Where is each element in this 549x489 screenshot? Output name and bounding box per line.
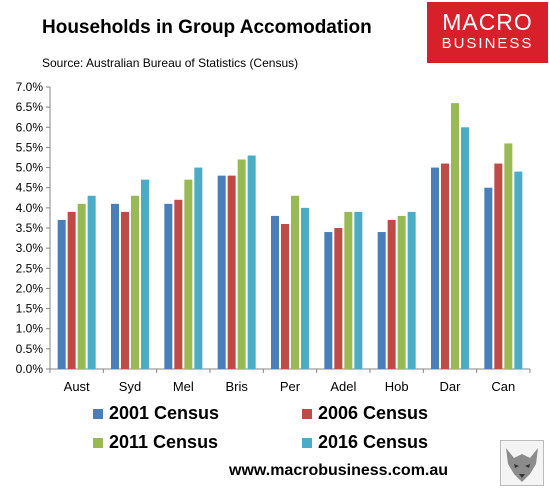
bar-adel-2011 (344, 211, 353, 369)
legend-item-2001: 2001 Census (93, 403, 219, 424)
logo-line-2: BUSINESS (441, 35, 534, 52)
x-tick-label: Bris (225, 379, 248, 394)
bar-adel-2016 (354, 211, 363, 369)
legend-item-2016: 2016 Census (302, 432, 428, 453)
bar-syd-2016 (141, 179, 149, 369)
bar-adel-2006 (334, 228, 343, 369)
legend-swatch-2016 (302, 437, 312, 448)
x-tick-label: Aust (64, 379, 90, 394)
bar-aust-2006 (67, 211, 76, 369)
bar-per-2011 (291, 195, 299, 369)
bar-bris-2001 (217, 175, 226, 369)
bar-syd-2001 (111, 203, 119, 369)
x-tick-label: Dar (440, 379, 462, 394)
y-tick-label: 3.0% (16, 241, 44, 255)
logo-line-1: MACRO (442, 9, 533, 35)
y-tick-label: 1.0% (16, 322, 44, 336)
bar-mel-2001 (164, 203, 173, 369)
bar-hob-2011 (397, 215, 406, 369)
legend-label-2016: 2016 Census (318, 432, 429, 452)
bar-mel-2016 (194, 167, 203, 369)
x-tick-label: Can (491, 379, 515, 394)
x-tick-label: Hob (385, 379, 409, 394)
y-tick-label: 3.5% (16, 221, 44, 235)
legend-swatch-2001 (93, 408, 103, 419)
macrobusiness-logo: MACRO BUSINESS (427, 2, 548, 63)
bar-hob-2016 (407, 211, 416, 369)
bar-can-2016 (514, 171, 523, 369)
y-tick-label: 1.5% (16, 302, 44, 316)
bar-per-2016 (301, 207, 309, 369)
bar-bris-2011 (237, 159, 246, 369)
bar-adel-2001 (324, 232, 333, 369)
bar-bris-2006 (227, 175, 236, 369)
bar-mel-2006 (174, 199, 183, 369)
legend-swatch-2011 (93, 437, 103, 448)
bar-aust-2011 (77, 203, 86, 369)
legend-label-2001: 2001 Census (109, 403, 220, 423)
y-tick-label: 4.0% (16, 201, 44, 215)
y-tick-label: 6.5% (16, 100, 44, 114)
y-tick-label: 0.0% (16, 362, 44, 376)
bar-mel-2011 (184, 179, 193, 369)
bar-hob-2001 (377, 232, 386, 369)
legend-item-2006: 2006 Census (302, 403, 428, 424)
y-tick-label: 5.5% (16, 140, 44, 154)
y-tick-label: 4.5% (16, 181, 44, 195)
bar-per-2006 (281, 223, 289, 369)
legend-item-2011: 2011 Census (93, 432, 218, 453)
footer-url: www.macrobusiness.com.au (229, 462, 449, 479)
bar-can-2001 (484, 187, 493, 369)
bar-bris-2016 (247, 155, 256, 369)
bar-chart: 0.0% 0.5% 1.0% 1.5% 2.0% 2.5% 3.0% 3.5% 4.0% 4.5%… (16, 80, 531, 394)
bar-can-2006 (494, 163, 503, 369)
y-tick-label: 5.0% (16, 161, 44, 175)
y-tick-label: 2.0% (16, 281, 44, 295)
bar-dar-2006 (441, 163, 449, 369)
bar-syd-2011 (131, 195, 139, 369)
legend-label-2006: 2006 Census (318, 403, 429, 423)
x-tick-label: Per (280, 379, 301, 394)
bar-syd-2006 (121, 211, 129, 369)
bar-aust-2001 (57, 219, 66, 369)
legend-label-2011: 2011 Census (109, 432, 219, 452)
y-tick-label: 0.5% (16, 342, 44, 356)
y-tick-label: 2.5% (16, 261, 44, 275)
legend-swatch-2006 (302, 408, 312, 419)
bar-dar-2011 (451, 103, 459, 369)
wolf-logo-icon (500, 440, 544, 486)
x-tick-label: Mel (173, 379, 194, 394)
bar-dar-2001 (431, 167, 439, 369)
bar-can-2011 (504, 143, 513, 369)
x-tick-label: Adel (330, 379, 356, 394)
bar-per-2001 (271, 215, 279, 369)
bar-dar-2016 (461, 127, 469, 370)
chart-title: Households in Group Accomodation (42, 17, 372, 38)
chart-source: Source: Australian Bureau of Statistics … (42, 56, 299, 70)
y-tick-label: 6.0% (16, 120, 44, 134)
bar-hob-2006 (387, 219, 396, 369)
y-tick-label: 7.0% (16, 80, 44, 94)
bar-aust-2016 (87, 195, 96, 369)
x-tick-label: Syd (119, 379, 141, 394)
